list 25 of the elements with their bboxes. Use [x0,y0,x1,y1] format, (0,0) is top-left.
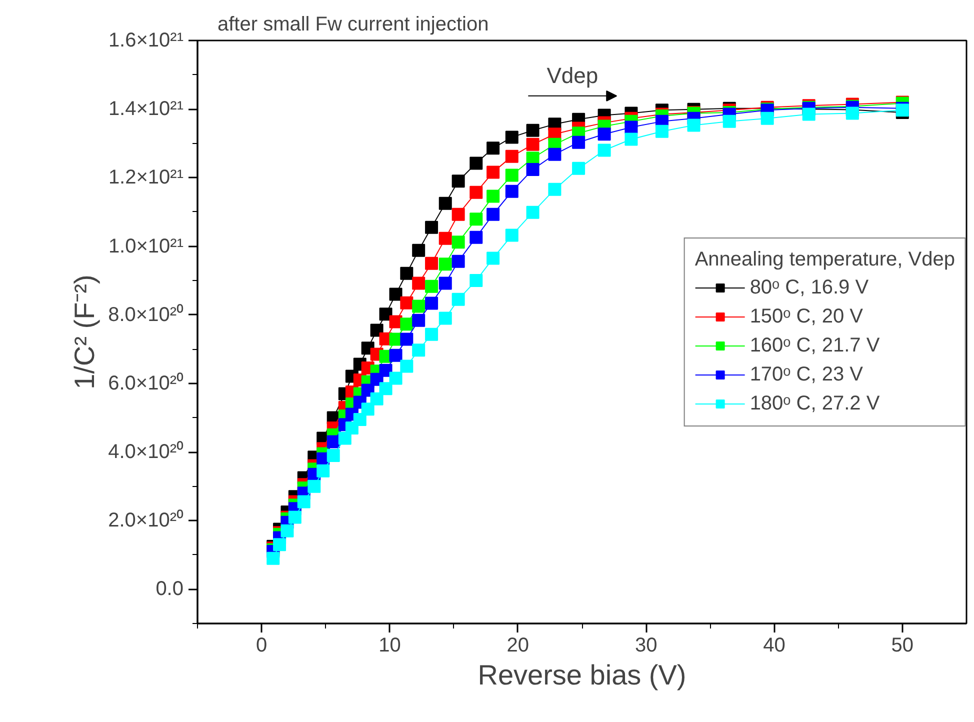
y-tick-label: 1.6×10²¹ [108,30,184,52]
x-tick-label: 40 [763,634,786,656]
legend-label: 170ᵒ C, 23 V [750,363,863,386]
legend-label: 150ᵒ C, 20 V [750,305,863,328]
x-tick-label: 0 [256,634,268,656]
y-tick-label: 1.2×10²¹ [108,166,184,189]
x-tick-label: 30 [634,634,658,656]
y-tick-label: 2.0×10²⁰ [108,508,184,532]
y-tick-label: 0.0 [156,578,184,600]
annotation: Vdep [546,62,598,88]
legend-label: 160ᵒ C, 21.7 V [750,334,880,357]
y-tick-label: 6.0×10²⁰ [108,371,184,394]
legend-title: Annealing temperature, Vdep [694,248,955,271]
y-axis-title: 1/C² (F⁻²) [69,274,100,390]
x-axis-title: Reverse bias (V) [478,660,686,690]
legend-label: 80ᵒ C, 16.9 V [750,276,869,299]
y-tick-label: 8.0×10²⁰ [108,302,184,326]
chart-title: after small Fw current injection [218,14,489,36]
x-tick-label: 50 [891,634,914,656]
x-tick-label: 10 [378,634,401,656]
y-tick-label: 1.4×10²¹ [108,98,184,120]
x-tick-label: 20 [506,634,530,656]
legend-label: 180ᵒ C, 27.2 V [750,392,880,415]
y-tick-label: 4.0×10²⁰ [108,440,184,464]
y-tick-label: 1.0×10²¹ [108,235,184,258]
